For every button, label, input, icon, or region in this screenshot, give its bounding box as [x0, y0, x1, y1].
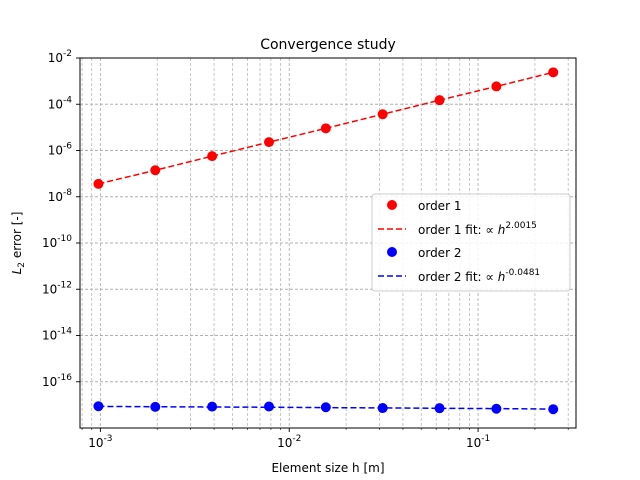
legend-label-order-2-fit: order 2 fit: ∝ h-0.0481 — [418, 268, 540, 284]
legend-label-order-2-fit-prefix: order 2 fit: ∝ — [418, 270, 494, 284]
y-tick-label: 10-8 — [48, 188, 73, 204]
x-tick-label: 10-3 — [88, 434, 112, 450]
legend-label-order-2-fit-exponent: -0.0481 — [505, 268, 540, 278]
legend-marker-order-2 — [387, 247, 397, 257]
fit-line — [98, 405, 554, 410]
y-axis-label-base: L — [10, 268, 24, 275]
y-axis-label-subscript: 2 — [17, 262, 27, 268]
y-axis-label-rest: error [-] — [10, 212, 24, 262]
legend-label-order-1-fit-base: h — [498, 223, 506, 237]
series-2 — [93, 401, 559, 415]
axis-ticks: 10-3 10-2 10-1 10-16 10-14 10-12 10-10 10-8 10-6… — [42, 49, 569, 450]
legend-label-order-1: order 1 — [418, 199, 461, 213]
y-tick-label: 10-12 — [42, 280, 72, 296]
series-1 — [98, 71, 554, 185]
legend-box — [371, 193, 571, 292]
y-tick-label: 10-4 — [48, 95, 73, 111]
y-tick-label: 10-6 — [48, 142, 73, 158]
x-tick-label: 10-2 — [277, 434, 301, 450]
legend-label-order-2-fit-base: h — [498, 270, 506, 284]
legend-label-order-1-fit-prefix: order 1 fit: ∝ — [418, 223, 494, 237]
legend: order 1 order 1 fit: ∝ h2.0015 order 2 o… — [371, 193, 571, 292]
y-axis-label: L2 error [-] — [10, 212, 27, 275]
plot-series — [93, 67, 559, 415]
chart-title: Convergence study — [260, 37, 396, 53]
series-3 — [98, 405, 554, 410]
data-point — [548, 404, 559, 415]
fit-line — [98, 71, 554, 185]
legend-marker-order-1 — [387, 200, 397, 210]
y-tick-label: 10-2 — [48, 49, 72, 65]
data-point — [434, 403, 445, 414]
legend-label-order-1-fit-exponent: 2.0015 — [505, 221, 537, 231]
y-tick-label: 10-16 — [42, 373, 72, 389]
y-tick-label: 10-10 — [42, 234, 72, 250]
legend-label-order-1-fit: order 1 fit: ∝ h2.0015 — [418, 221, 537, 237]
legend-label-order-2: order 2 — [418, 246, 461, 260]
y-tick-label: 10-14 — [42, 327, 72, 343]
data-point — [263, 401, 274, 412]
x-tick-label: 10-1 — [466, 434, 490, 450]
x-axis-label: Element size h [m] — [271, 461, 384, 475]
